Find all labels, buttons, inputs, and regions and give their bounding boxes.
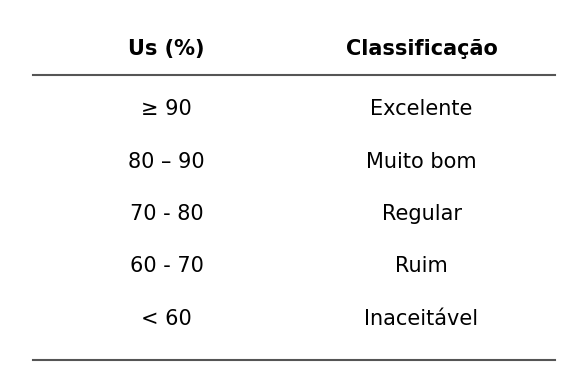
Text: Classificação: Classificação xyxy=(346,39,497,59)
Text: < 60: < 60 xyxy=(141,309,192,329)
Text: 80 – 90: 80 – 90 xyxy=(128,152,205,172)
Text: Inaceitável: Inaceitável xyxy=(365,309,479,329)
Text: Ruim: Ruim xyxy=(395,257,448,277)
Text: Excelente: Excelente xyxy=(370,99,473,119)
Text: ≥ 90: ≥ 90 xyxy=(141,99,192,119)
Text: Muito bom: Muito bom xyxy=(366,152,477,172)
Text: Us (%): Us (%) xyxy=(128,39,205,59)
Text: Regular: Regular xyxy=(382,204,462,224)
Text: 60 - 70: 60 - 70 xyxy=(129,257,203,277)
Text: 70 - 80: 70 - 80 xyxy=(130,204,203,224)
